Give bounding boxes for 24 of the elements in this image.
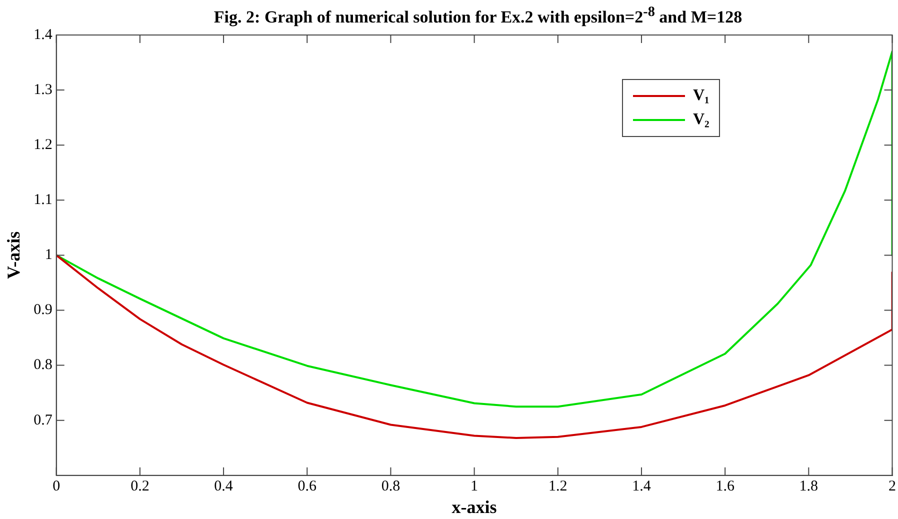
legend-label: V₂ (693, 111, 710, 129)
chart-title: Fig. 2: Graph of numerical solution for Ex.2 with epsilon=2$^{-8}$ and M=128 (212, 4, 744, 28)
x-tick-label: 1.6 (716, 478, 735, 494)
y-tick-label: 1.4 (34, 26, 53, 43)
x-tick-label: 0.4 (214, 478, 234, 494)
y-tick-label: 1.3 (34, 82, 52, 98)
x-tick-label: 1 (470, 478, 478, 494)
x-axis-title: x-axis (452, 496, 497, 517)
x-tick-label: 0 (52, 478, 60, 494)
x-tick-label: 1.4 (632, 478, 652, 494)
y-tick-label: 1.2 (34, 137, 52, 154)
x-tick-label: 0.8 (381, 478, 400, 494)
x-tick-label: 0.6 (298, 478, 317, 494)
y-tick-label: 1 (44, 247, 52, 264)
x-tick-label: 0.2 (130, 478, 150, 494)
y-axis-title: V-axis (3, 231, 24, 280)
x-tick-label: 1.8 (799, 478, 818, 494)
legend-label: V₁ (693, 87, 710, 105)
y-tick-label: 0.7 (34, 412, 53, 428)
x-tick-label: 1.2 (548, 478, 568, 494)
y-tick-label: 1.1 (34, 192, 52, 208)
y-tick-label: 0.8 (34, 357, 52, 374)
y-tick-label: 0.9 (34, 302, 52, 318)
x-tick-label: 2 (888, 478, 896, 494)
